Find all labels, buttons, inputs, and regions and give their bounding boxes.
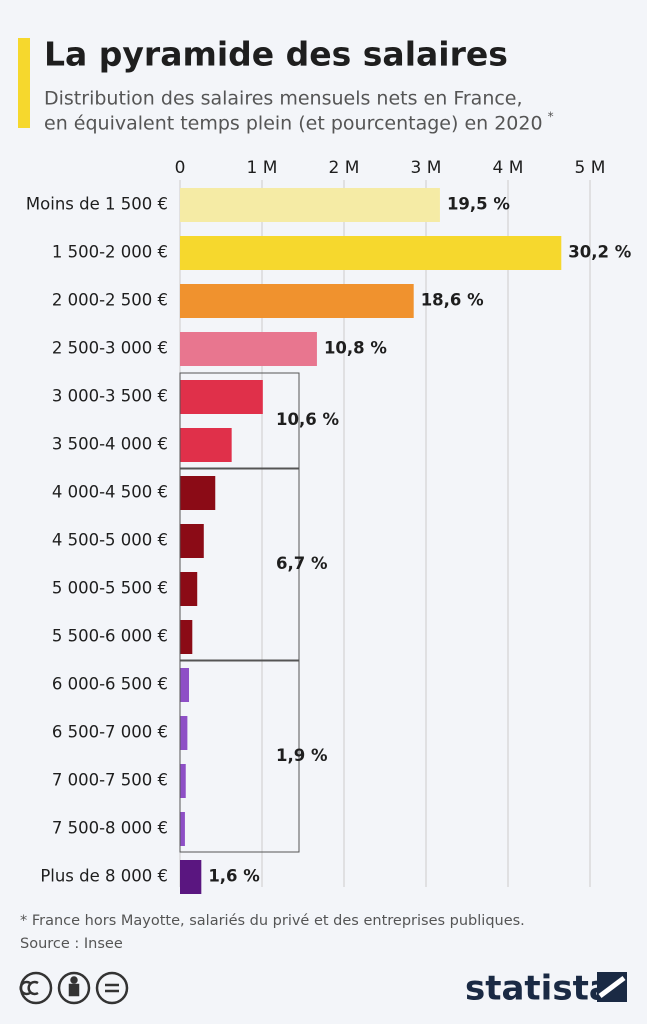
accent-bar xyxy=(18,38,30,128)
bar xyxy=(180,620,193,654)
share-label: 10,6 % xyxy=(276,410,339,429)
chart-title: La pyramide des salaires xyxy=(44,35,508,74)
bar xyxy=(180,332,317,366)
y-tick-label: 5 000-5 500 € xyxy=(52,579,168,598)
share-label: 1,6 % xyxy=(208,867,260,886)
x-tick-label: 1 M xyxy=(247,158,278,178)
y-tick-label: Plus de 8 000 € xyxy=(40,867,168,886)
license-icons xyxy=(19,971,129,1005)
bar xyxy=(180,812,185,846)
bar xyxy=(180,524,204,558)
y-tick-label: 3 500-4 000 € xyxy=(52,435,168,454)
share-label: 30,2 % xyxy=(568,243,631,262)
subtitle: en équivalent temps plein (et pourcentag… xyxy=(44,113,543,135)
brand: statista xyxy=(465,969,612,1009)
share-label: 10,8 % xyxy=(324,339,387,358)
y-tick-label: 6 000-6 500 € xyxy=(52,675,168,694)
share-label: 6,7 % xyxy=(276,554,328,573)
bar xyxy=(180,668,190,702)
x-tick-label: 2 M xyxy=(329,158,360,178)
bar xyxy=(180,428,232,462)
group-box xyxy=(179,372,300,469)
bar xyxy=(180,716,188,750)
bar xyxy=(180,188,440,222)
bar xyxy=(180,476,216,510)
y-tick-label: 7 000-7 500 € xyxy=(52,771,168,790)
bar xyxy=(180,764,186,798)
x-tick-label: 5 M xyxy=(575,158,606,178)
share-label: 19,5 % xyxy=(447,195,510,214)
y-tick-label: 6 500-7 000 € xyxy=(52,723,168,742)
bar xyxy=(180,860,202,894)
subtitle-mark: * xyxy=(548,110,554,124)
x-tick-label: 3 M xyxy=(411,158,442,178)
brand-logo xyxy=(597,972,627,1002)
share-label: 1,9 % xyxy=(276,746,328,765)
note: * France hors Mayotte, salariés du privé… xyxy=(20,913,525,929)
y-tick-label: 2 000-2 500 € xyxy=(52,291,168,310)
y-tick-label: 2 500-3 000 € xyxy=(52,339,168,358)
x-tick-label: 0 xyxy=(175,158,186,178)
y-tick-label: 7 500-8 000 € xyxy=(52,819,168,838)
x-tick-label: 4 M xyxy=(493,158,524,178)
bar xyxy=(180,380,263,414)
bar xyxy=(180,236,562,270)
share-label: 18,6 % xyxy=(421,291,484,310)
y-tick-label: 3 000-3 500 € xyxy=(52,387,168,406)
bar xyxy=(180,284,414,318)
y-tick-label: 4 500-5 000 € xyxy=(52,531,168,550)
y-tick-label: 4 000-4 500 € xyxy=(52,483,168,502)
source: Source : Insee xyxy=(20,936,123,952)
group-box xyxy=(179,468,300,661)
y-tick-label: 5 500-6 000 € xyxy=(52,627,168,646)
subtitle: Distribution des salaires mensuels nets … xyxy=(44,88,523,110)
y-tick-label: Moins de 1 500 € xyxy=(26,195,168,214)
group-box xyxy=(179,660,300,853)
bar xyxy=(180,572,198,606)
y-tick-label: 1 500-2 000 € xyxy=(52,243,168,262)
